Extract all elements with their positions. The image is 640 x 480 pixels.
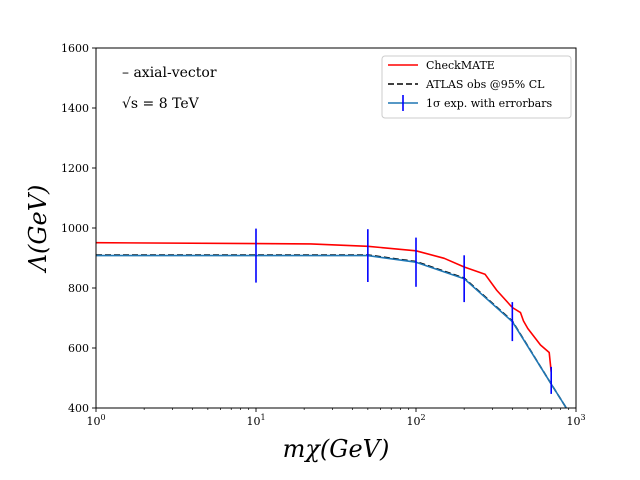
y-tick-label-4: 1200 xyxy=(61,162,89,175)
x-tick-label-0: 100 xyxy=(86,413,105,428)
series-line-2 xyxy=(96,254,567,409)
x-tick-label-3: 103 xyxy=(566,413,585,428)
y-axis-label: Λ(GeV) xyxy=(24,185,52,274)
legend: CheckMATE ATLAS obs @95% CL 1σ exp. with… xyxy=(381,55,572,119)
series-line-1 xyxy=(96,254,567,409)
series-line-0 xyxy=(95,241,552,373)
x-axis-label: mχ(GeV) xyxy=(283,435,390,463)
legend-label-atlas: ATLAS obs @95% CL xyxy=(425,78,545,91)
annotation-model: – axial-vector xyxy=(122,65,217,81)
x-tick-label-2: 102 xyxy=(406,413,425,428)
y-tick-label-1: 600 xyxy=(68,342,89,355)
legend-label-expected: 1σ exp. with errorbars xyxy=(426,97,552,110)
annotation-energy: √s = 8 TeV xyxy=(122,96,200,112)
y-tick-label-5: 1400 xyxy=(61,102,89,115)
y-tick-label-3: 1000 xyxy=(61,222,89,235)
x-tick-label-1: 101 xyxy=(246,413,265,428)
legend-box xyxy=(381,55,572,119)
axis-ticks: 100 101 102 103 400 600 800 1000 1200 1400 1600 xyxy=(61,42,586,428)
y-tick-label-0: 400 xyxy=(68,402,89,415)
y-tick-label-2: 800 xyxy=(68,282,89,295)
legend-label-checkmate: CheckMATE xyxy=(426,59,495,72)
y-tick-label-6: 1600 xyxy=(61,42,89,55)
plot-lines xyxy=(95,241,567,409)
errorbars xyxy=(255,228,553,394)
